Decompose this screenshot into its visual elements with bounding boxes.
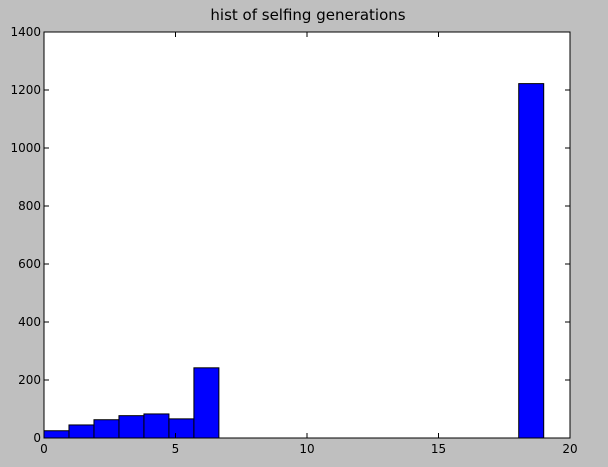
x-tick-label-10: 10: [299, 442, 314, 456]
x-tick-label-0: 0: [40, 442, 48, 456]
y-tick-label-200: 200: [18, 373, 41, 387]
x-tick-label-20: 20: [562, 442, 577, 456]
plot-frame: [43, 31, 571, 439]
chart-title: hist of selfing generations: [210, 6, 405, 24]
histogram-bar-3: [93, 419, 120, 439]
y-tick-label-400: 400: [18, 315, 41, 329]
histogram-bar-8: [518, 83, 545, 439]
y-tick-label-1000: 1000: [10, 141, 41, 155]
histogram-bar-2: [68, 424, 95, 439]
histogram-bar-1: [43, 430, 70, 439]
histogram-bar-7: [193, 367, 220, 439]
y-tick-label-0: 0: [33, 431, 41, 445]
y-tick-label-600: 600: [18, 257, 41, 271]
histogram-bar-6: [168, 418, 195, 439]
y-tick-label-800: 800: [18, 199, 41, 213]
x-tick-label-15: 15: [431, 442, 446, 456]
bars-group: [43, 83, 545, 439]
x-tick-label-5: 5: [172, 442, 180, 456]
y-tick-label-1400: 1400: [10, 25, 41, 39]
plot-area: [44, 32, 570, 438]
histogram-bar-5: [143, 413, 170, 439]
y-tick-label-1200: 1200: [10, 83, 41, 97]
histogram-bar-4: [118, 415, 145, 439]
